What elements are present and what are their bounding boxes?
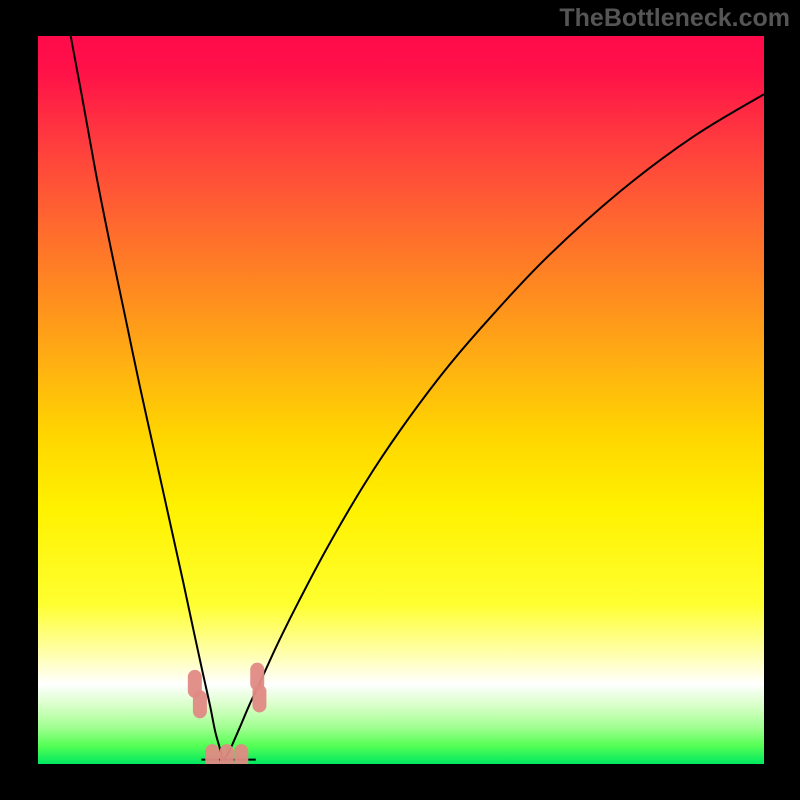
chart-plot-area: [38, 36, 764, 764]
gradient-background: [38, 36, 764, 764]
marker-point: [252, 684, 266, 712]
marker-point: [220, 744, 234, 764]
chart-svg: [38, 36, 764, 764]
marker-point: [205, 744, 219, 764]
marker-point: [193, 690, 207, 718]
watermark-text: TheBottleneck.com: [559, 4, 790, 33]
marker-point: [234, 744, 248, 764]
